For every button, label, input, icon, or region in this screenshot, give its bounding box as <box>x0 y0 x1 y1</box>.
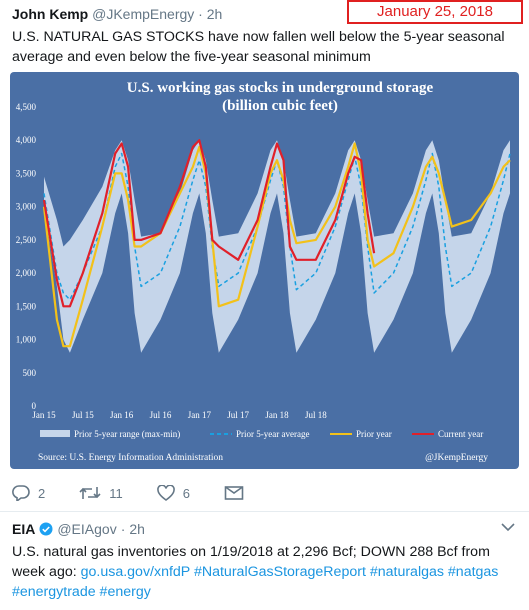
date-annotation: January 25, 2018 <box>347 0 523 24</box>
chevron-down-icon[interactable] <box>501 522 515 532</box>
author-name[interactable]: EIA <box>12 521 36 537</box>
x-tick-label: Jul 16 <box>150 410 172 420</box>
y-tick-label: 0 <box>32 401 37 411</box>
tweet-header: John Kemp @JKempEnergy · 2h <box>12 6 222 22</box>
tweet-text: U.S. NATURAL GAS STOCKS have now fallen … <box>12 29 505 65</box>
chart-legend: Prior 5-year range (max-min) Prior 5-year… <box>40 429 483 439</box>
chart-title: U.S. working gas stocks in underground s… <box>127 80 434 96</box>
retweet-button[interactable]: 11 <box>79 485 123 501</box>
legend-label: Prior year <box>356 429 392 439</box>
tweet-text: U.S. natural gas inventories on 1/19/201… <box>12 542 517 602</box>
verified-badge-icon <box>39 522 53 536</box>
message-button[interactable] <box>224 485 252 501</box>
like-count: 6 <box>182 485 190 501</box>
plot-area: 0 500 1,000 1,500 2,000 2,500 3,000 3,500 4,000 4… <box>16 102 511 420</box>
series-line-2 <box>42 142 511 348</box>
y-tick-label: 4,000 <box>16 135 37 145</box>
tweet-john-kemp[interactable]: John Kemp @JKempEnergy · 2h January 25, … <box>0 0 529 510</box>
separator-dot: · <box>120 521 126 537</box>
x-tick-label: Jul 18 <box>305 410 327 420</box>
chart-image[interactable]: U.S. working gas stocks in underground s… <box>10 72 519 469</box>
legend-label: Prior 5-year average <box>236 429 309 439</box>
author-name[interactable]: John Kemp <box>12 6 89 22</box>
y-tick-label: 3,000 <box>16 202 37 212</box>
separator-dot: · <box>198 6 203 22</box>
x-tick-label: Jul 15 <box>72 410 94 420</box>
heart-icon <box>156 485 175 501</box>
series-line-3 <box>42 139 376 308</box>
tweet-text-plain: U.S. natural gas inventories on 1/19/201… <box>12 544 490 580</box>
legend-swatch <box>40 430 70 437</box>
legend-label: Current year <box>438 429 483 439</box>
retweet-icon <box>79 487 101 499</box>
reply-button[interactable]: 2 <box>12 485 45 501</box>
reply-icon <box>12 485 30 501</box>
tweet-time[interactable]: 2h <box>129 521 145 537</box>
chart-credit: @JKempEnergy <box>425 453 488 463</box>
like-button[interactable]: 6 <box>156 485 190 501</box>
x-tick-label: Jul 17 <box>227 410 249 420</box>
chart-subtitle: (billion cubic feet) <box>222 98 338 114</box>
tweet-eia[interactable]: EIA @EIAgov · 2h U.S. natural gas invent… <box>0 512 529 610</box>
y-tick-label: 1,000 <box>16 335 37 345</box>
chart-source: Source: U.S. Energy Information Administ… <box>38 452 223 463</box>
tweet-divider <box>0 511 529 512</box>
tweet-actions: 2 11 6 <box>12 485 286 501</box>
y-tick-label: 2,500 <box>16 235 37 245</box>
legend-label: Prior 5-year range (max-min) <box>74 429 180 439</box>
x-tick-label: Jan 16 <box>110 410 134 420</box>
reply-count: 2 <box>38 485 46 501</box>
tweet-time[interactable]: 2h <box>206 6 223 22</box>
tweet-link[interactable]: go.usa.gov/xnfdP <box>80 564 191 580</box>
y-tick-label: 500 <box>23 368 37 378</box>
y-tick-label: 2,000 <box>16 268 37 278</box>
tweet-hashtags[interactable]: #NaturalGasStorageReport #naturalgas #na… <box>12 564 499 600</box>
retweet-count: 11 <box>109 485 123 501</box>
range-band-area <box>44 140 510 353</box>
x-tick-label: Jan 15 <box>32 410 56 420</box>
x-tick-label: Jan 17 <box>188 410 212 420</box>
storage-chart: U.S. working gas stocks in underground s… <box>10 72 519 469</box>
y-tick-label: 1,500 <box>16 301 37 311</box>
author-handle[interactable]: @EIAgov <box>57 521 117 537</box>
author-handle[interactable]: @JKempEnergy <box>92 6 195 22</box>
y-tick-label: 3,500 <box>16 168 37 178</box>
x-tick-label: Jan 18 <box>265 410 289 420</box>
envelope-icon <box>224 486 244 500</box>
y-tick-label: 4,500 <box>16 102 37 112</box>
tweet-header: EIA @EIAgov · 2h <box>12 521 145 537</box>
